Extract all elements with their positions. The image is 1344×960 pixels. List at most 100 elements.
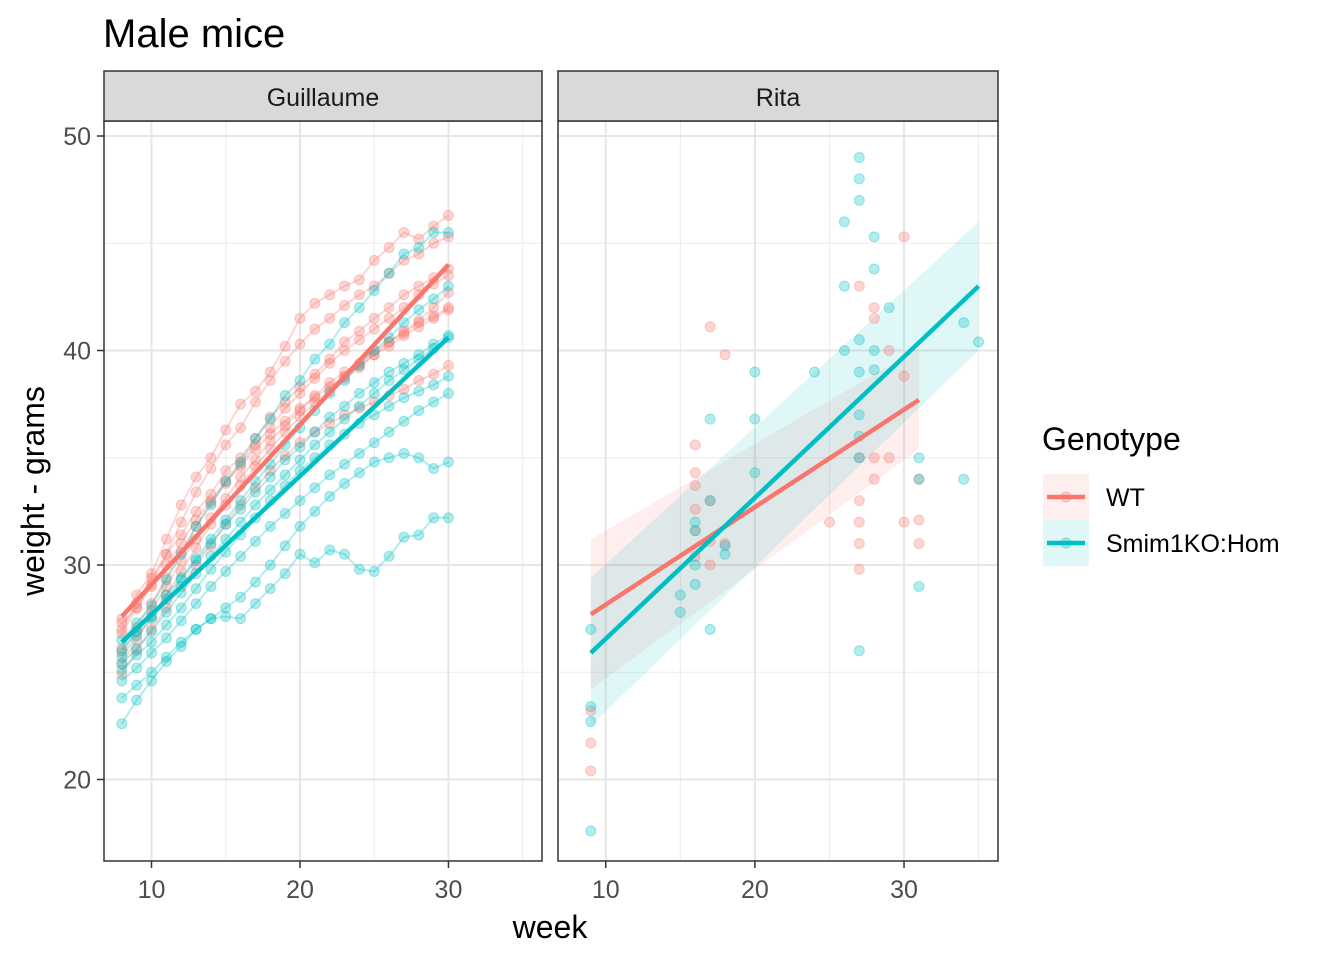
data-point-wt xyxy=(309,426,321,438)
data-point-wt xyxy=(868,302,880,314)
legend-key-point xyxy=(1060,537,1072,549)
data-point-smim1ko-hom xyxy=(383,332,395,344)
data-point-wt xyxy=(398,383,410,395)
data-point-wt xyxy=(719,538,731,550)
data-point-smim1ko-hom xyxy=(442,280,454,292)
data-point-smim1ko-hom xyxy=(220,514,232,526)
data-point-smim1ko-hom xyxy=(264,484,276,496)
data-point-wt xyxy=(368,280,380,292)
data-point-wt xyxy=(339,345,351,357)
data-point-wt xyxy=(413,317,425,329)
data-point-wt xyxy=(175,565,187,577)
data-point-smim1ko-hom xyxy=(585,716,597,728)
data-point-smim1ko-hom xyxy=(146,647,158,659)
data-point-wt xyxy=(689,467,701,479)
data-point-wt xyxy=(160,533,172,545)
facet-panels: Guillaume 10 20 30 20 30 40 50 Rita 10 20 30 xyxy=(63,70,999,904)
data-point-smim1ko-hom xyxy=(190,553,202,565)
data-point-smim1ko-hom xyxy=(324,544,336,556)
data-point-smim1ko-hom xyxy=(190,555,202,567)
data-point-wt xyxy=(294,338,306,350)
data-point-wt xyxy=(428,312,440,324)
data-point-wt xyxy=(704,495,716,507)
data-point-smim1ko-hom xyxy=(853,366,865,378)
data-point-smim1ko-hom xyxy=(442,456,454,468)
data-point-wt xyxy=(689,503,701,515)
legend: Genotype WT Smim1KO:Hom xyxy=(1042,421,1280,566)
data-point-smim1ko-hom xyxy=(264,413,276,425)
data-point-smim1ko-hom xyxy=(853,194,865,206)
data-point-smim1ko-hom xyxy=(368,377,380,389)
data-point-wt xyxy=(249,396,261,408)
data-point-wt xyxy=(116,647,128,659)
trajectory-line-smim1ko-hom xyxy=(121,392,449,682)
data-point-smim1ko-hom xyxy=(294,520,306,532)
legend-item-wt: WT xyxy=(1043,474,1145,520)
data-point-wt xyxy=(279,450,291,462)
data-point-smim1ko-hom xyxy=(324,338,336,350)
y-tick-label: 50 xyxy=(63,123,91,151)
y-tick-label: 30 xyxy=(63,552,91,580)
trajectory-line-smim1ko-hom xyxy=(121,452,449,699)
data-point-wt xyxy=(279,415,291,427)
data-point-smim1ko-hom xyxy=(190,623,202,635)
trajectory-line-wt xyxy=(120,308,449,665)
data-point-smim1ko-hom xyxy=(205,533,217,545)
data-point-smim1ko-hom xyxy=(398,317,410,329)
data-point-smim1ko-hom xyxy=(160,632,172,644)
data-point-wt xyxy=(339,299,351,311)
trajectory-line-wt xyxy=(121,291,450,624)
data-point-wt xyxy=(442,287,454,299)
data-point-wt xyxy=(324,312,336,324)
data-point-wt xyxy=(249,432,261,444)
x-tick-label: 10 xyxy=(592,876,620,904)
data-point-smim1ko-hom xyxy=(868,231,880,243)
data-point-smim1ko-hom xyxy=(413,452,425,464)
data-point-smim1ko-hom xyxy=(413,385,425,397)
data-point-wt xyxy=(428,302,440,314)
data-point-smim1ko-hom xyxy=(368,284,380,296)
y-tick-label: 40 xyxy=(63,338,91,366)
trajectory-line-smim1ko-hom xyxy=(121,375,449,671)
data-point-smim1ko-hom xyxy=(160,606,172,618)
data-point-smim1ko-hom xyxy=(294,495,306,507)
data-point-smim1ko-hom xyxy=(175,602,187,614)
data-point-smim1ko-hom xyxy=(719,548,731,560)
data-point-wt xyxy=(294,437,306,449)
data-point-wt xyxy=(205,488,217,500)
data-point-wt xyxy=(413,314,425,326)
data-point-wt xyxy=(264,428,276,440)
data-point-wt xyxy=(190,542,202,554)
data-point-wt xyxy=(205,452,217,464)
data-point-smim1ko-hom xyxy=(913,452,925,464)
trajectory-line-wt xyxy=(120,306,449,654)
data-point-wt xyxy=(898,231,910,243)
data-point-smim1ko-hom xyxy=(116,645,128,657)
data-point-wt xyxy=(220,465,232,477)
data-point-smim1ko-hom xyxy=(131,649,143,661)
data-point-wt xyxy=(585,737,597,749)
data-point-smim1ko-hom xyxy=(838,216,850,228)
x-tick-label: 20 xyxy=(741,876,769,904)
y-tick-label: 20 xyxy=(63,766,91,794)
data-point-smim1ko-hom xyxy=(146,600,158,612)
data-point-wt xyxy=(368,254,380,266)
data-point-smim1ko-hom xyxy=(413,242,425,254)
data-point-smim1ko-hom xyxy=(235,591,247,603)
strip-background xyxy=(103,70,543,122)
data-point-wt xyxy=(220,424,232,436)
data-point-smim1ko-hom xyxy=(309,439,321,451)
data-point-wt xyxy=(220,477,232,489)
data-point-wt xyxy=(249,439,261,451)
data-point-smim1ko-hom xyxy=(689,525,701,537)
data-point-smim1ko-hom xyxy=(353,387,365,399)
data-point-wt xyxy=(264,375,276,387)
data-point-wt xyxy=(205,462,217,474)
data-point-smim1ko-hom xyxy=(853,173,865,185)
data-point-smim1ko-hom xyxy=(279,540,291,552)
data-point-wt xyxy=(913,473,925,485)
data-point-smim1ko-hom xyxy=(324,426,336,438)
x-tick-label: 20 xyxy=(286,876,314,904)
data-point-wt xyxy=(413,321,425,333)
data-point-smim1ko-hom xyxy=(279,390,291,402)
